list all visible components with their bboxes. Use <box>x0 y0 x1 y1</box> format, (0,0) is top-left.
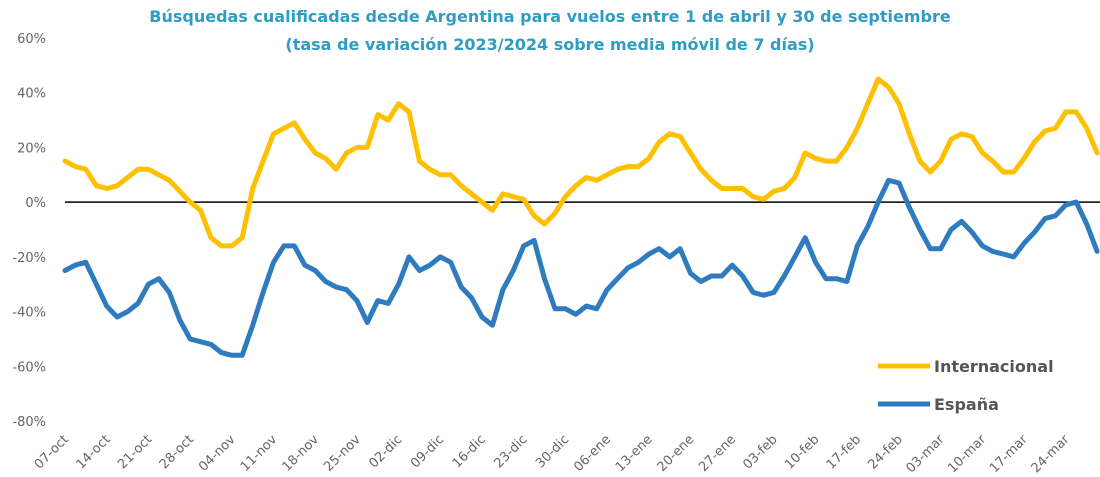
x-tick-label: 02-dic <box>366 432 405 471</box>
x-tick-label: 23-dic <box>491 432 530 471</box>
x-tick-label: 03-feb <box>740 432 780 472</box>
x-tick-label: 10-mar <box>945 432 989 476</box>
y-tick-label: -80% <box>12 415 46 430</box>
y-tick-label: 40% <box>17 87 46 102</box>
chart-subtitle: (tasa de variación 2023/2024 sobre media… <box>285 35 814 54</box>
x-tick-label: 25-nov <box>321 432 364 475</box>
y-tick-label: -60% <box>12 360 46 375</box>
y-tick-label: 60% <box>17 32 46 47</box>
x-tick-label: 30-dic <box>533 432 572 471</box>
x-tick-label: 10-feb <box>782 432 822 472</box>
series-line <box>62 76 1100 249</box>
x-tick-label: 14-oct <box>73 432 113 472</box>
x-tick-label: 21-oct <box>115 432 155 472</box>
x-tick-label: 03-mar <box>904 432 948 476</box>
legend-label: España <box>934 395 999 414</box>
x-tick-label: 09-dic <box>408 432 447 471</box>
x-tick-label: 04-nov <box>196 432 239 475</box>
x-tick-label: 16-dic <box>450 432 489 471</box>
x-tick-label: 18-nov <box>280 432 323 475</box>
series-line <box>62 177 1100 358</box>
x-tick-label: 07-oct <box>32 432 72 472</box>
x-tick-label: 27-ene <box>696 432 739 475</box>
y-tick-label: -40% <box>12 306 46 321</box>
y-tick-label: -20% <box>12 251 46 266</box>
x-tick-label: 17-feb <box>824 432 864 472</box>
x-tick-label: 13-ene <box>613 432 656 475</box>
x-tick-label: 24-mar <box>1029 432 1073 476</box>
x-tick-label: 28-oct <box>157 432 197 472</box>
x-tick-label: 11-nov <box>238 432 281 475</box>
x-tick-label: 06-ene <box>571 432 614 475</box>
x-tick-label: 24-feb <box>865 432 905 472</box>
chart-title: Búsquedas cualificadas desde Argentina p… <box>149 7 951 26</box>
y-tick-label: 0% <box>25 196 46 211</box>
x-tick-label: 17-mar <box>987 432 1031 476</box>
legend-label: Internacional <box>934 357 1054 376</box>
y-tick-label: 20% <box>17 141 46 156</box>
x-tick-label: 20-ene <box>655 432 698 475</box>
